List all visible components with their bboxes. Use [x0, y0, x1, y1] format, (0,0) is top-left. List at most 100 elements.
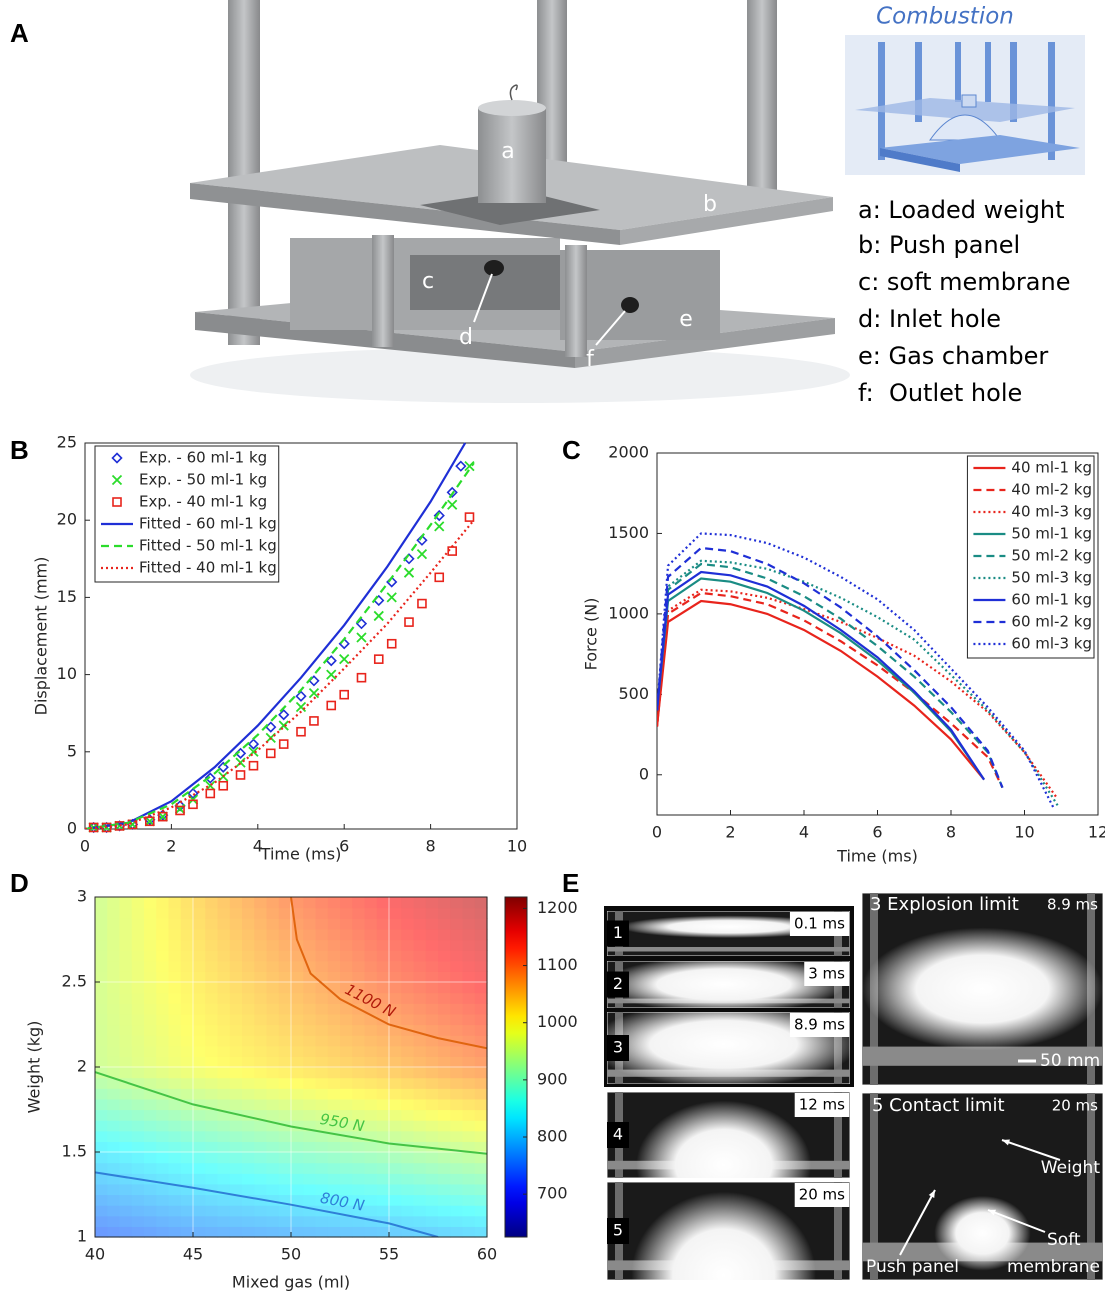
y-tick-label: 2: [77, 1057, 87, 1076]
heat-cell: [193, 1056, 206, 1067]
heat-cell: [377, 1067, 390, 1078]
heat-cell: [303, 940, 316, 951]
heat-cell: [156, 971, 169, 982]
heat-cell: [291, 1173, 304, 1184]
heat-cell: [401, 1067, 414, 1078]
heat-cell: [120, 950, 133, 961]
heat-cell: [475, 1184, 488, 1195]
heat-cell: [242, 1025, 255, 1036]
heat-cell: [205, 1152, 218, 1163]
heat-cell: [156, 929, 169, 940]
heat-cell: [438, 1226, 451, 1237]
heat-cell: [352, 1152, 365, 1163]
heat-cell: [303, 1195, 316, 1206]
heat-cell: [193, 940, 206, 951]
heat-cell: [426, 1184, 439, 1195]
heat-cell: [426, 1131, 439, 1142]
heat-cell: [377, 1184, 390, 1195]
heat-cell: [169, 1025, 182, 1036]
legend-label: Fitted - 60 ml-1 kg: [139, 515, 277, 533]
heat-cell: [450, 1088, 463, 1099]
heat-cell: [107, 1088, 120, 1099]
heat-cell: [475, 1099, 488, 1110]
heat-cell: [291, 982, 304, 993]
heat-cell: [365, 940, 378, 951]
heat-cell: [389, 971, 402, 982]
legend-item: c: soft membrane: [858, 268, 1070, 296]
heat-cell: [242, 993, 255, 1004]
heat-cell: [205, 1067, 218, 1078]
heat-cell: [95, 1131, 108, 1142]
heat-cell: [181, 1067, 194, 1078]
heat-cell: [205, 1131, 218, 1142]
heat-cell: [193, 1003, 206, 1014]
heat-cell: [242, 982, 255, 993]
heat-cell: [120, 1141, 133, 1152]
heat-cell: [218, 1152, 231, 1163]
heat-cell: [401, 1205, 414, 1216]
heat-cell: [450, 918, 463, 929]
heat-cell: [230, 897, 243, 908]
heat-cell: [132, 1216, 145, 1227]
heat-cell: [169, 929, 182, 940]
heat-cell: [352, 1141, 365, 1152]
x-tick-label: 10: [1014, 823, 1034, 842]
heat-cell: [414, 1046, 427, 1057]
heat-cell: [316, 971, 329, 982]
heat-cell: [254, 1163, 267, 1174]
heat-cell: [414, 908, 427, 919]
heat-cell: [230, 1099, 243, 1110]
heat-cell: [230, 918, 243, 929]
heat-cell: [401, 1120, 414, 1131]
heat-cell: [303, 1056, 316, 1067]
heat-cell: [303, 1035, 316, 1046]
heat-cell: [132, 1195, 145, 1206]
heat-cell: [132, 1184, 145, 1195]
heat-cell: [218, 1078, 231, 1089]
heat-cell: [132, 961, 145, 972]
heat-cell: [230, 1078, 243, 1089]
heat-cell: [181, 1088, 194, 1099]
heat-cell: [463, 1120, 476, 1131]
heat-cell: [254, 993, 267, 1004]
heat-cell: [218, 1195, 231, 1206]
heat-cell: [254, 908, 267, 919]
heat-cell: [475, 1056, 488, 1067]
y-tick-label: 10: [57, 664, 77, 683]
heat-cell: [340, 1226, 353, 1237]
heat-cell: [463, 1014, 476, 1025]
heat-cell: [438, 971, 451, 982]
heat-cell: [95, 1078, 108, 1089]
heat-cell: [475, 1173, 488, 1184]
legend-item: e: Gas chamber: [858, 342, 1048, 370]
y-tick-label: 500: [618, 684, 649, 703]
heat-cell: [144, 1205, 157, 1216]
heat-cell: [365, 908, 378, 919]
heat-cell: [205, 929, 218, 940]
heat-cell: [181, 971, 194, 982]
heat-cell: [352, 908, 365, 919]
heat-cell: [279, 1067, 292, 1078]
legend-item: a: Loaded weight: [858, 196, 1065, 224]
heat-cell: [279, 1141, 292, 1152]
heat-cell: [95, 1025, 108, 1036]
heat-cell: [463, 993, 476, 1004]
heat-cell: [242, 1014, 255, 1025]
heat-cell: [328, 961, 341, 972]
heat-cell: [414, 1195, 427, 1206]
heat-cell: [438, 1195, 451, 1206]
heat-cell: [291, 1141, 304, 1152]
heat-cell: [132, 1205, 145, 1216]
legend-label: 60 ml-3 kg: [1011, 635, 1092, 653]
heat-cell: [242, 1099, 255, 1110]
heat-cell: [438, 1025, 451, 1036]
heat-cell: [450, 1216, 463, 1227]
heat-cell: [389, 1184, 402, 1195]
plate: [607, 947, 850, 952]
heat-cell: [352, 1046, 365, 1057]
heat-cell: [193, 1078, 206, 1089]
heat-cell: [95, 1184, 108, 1195]
heat-cell: [475, 929, 488, 940]
